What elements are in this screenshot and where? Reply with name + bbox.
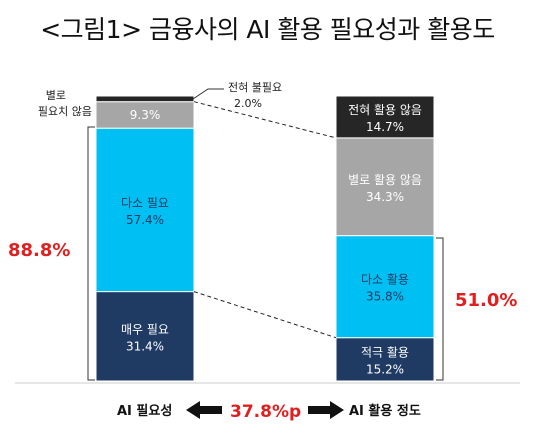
- bar1-segment-2: [95, 127, 195, 293]
- bar2-segment-2: [335, 235, 435, 339]
- bar1-segment-3-value: 9.3%: [130, 108, 161, 122]
- bar2-segment-2-name: 다소 활용: [361, 273, 409, 287]
- bar1-segment-1-value: 31.4%: [126, 339, 164, 353]
- bar2-segment-1-value: 15.2%: [366, 362, 404, 376]
- bar2-segment-3-value: 34.3%: [366, 190, 404, 204]
- bar2-segment-2-value: 35.8%: [366, 290, 404, 304]
- use-bracket: [436, 237, 444, 381]
- top-right-label-value: 2.0%: [234, 97, 262, 110]
- bar1-segment-1: [95, 291, 195, 382]
- gap-label: 37.8%p: [230, 402, 301, 422]
- need-bracket: [87, 126, 95, 381]
- bar1-segment-2-value: 57.4%: [126, 213, 164, 227]
- connector-top: [193, 101, 337, 139]
- bar1-segment-1-name: 매우 필요: [121, 322, 169, 336]
- bar2-segment-3-name: 별로 활용 않음: [348, 173, 422, 187]
- bar2-segment-4-name: 전혀 활용 않음: [348, 103, 422, 117]
- chart-title: <그림1> 금융사의 AI 활용 필요성과 활용도: [40, 15, 495, 44]
- left-top-label-line1: 별로: [46, 89, 66, 102]
- left-arrow-icon: [186, 401, 222, 419]
- left-top-label-line2: 필요치 않음: [38, 105, 92, 118]
- top-right-leader-line: [192, 88, 224, 100]
- bar2-segment-4: [335, 95, 435, 139]
- connector-middle: [193, 291, 337, 339]
- bar2-segment-1-name: 적극 활용: [361, 345, 409, 359]
- bar2-segment-1: [335, 337, 435, 382]
- bar2-segment-3: [335, 137, 435, 237]
- use-total-label: 51.0%: [455, 290, 517, 311]
- bar2-segment-4-value: 14.7%: [366, 120, 404, 134]
- bottom-right-caption: AI 활용 정도: [349, 403, 421, 419]
- need-total-label: 88.8%: [8, 240, 70, 261]
- top-right-label-name: 전혀 불필요: [228, 81, 282, 94]
- bottom-left-caption: AI 필요성: [117, 404, 172, 419]
- bar1-segment-2-name: 다소 필요: [121, 196, 169, 210]
- bar1-segment-4: [95, 95, 195, 103]
- right-arrow-icon: [308, 401, 344, 419]
